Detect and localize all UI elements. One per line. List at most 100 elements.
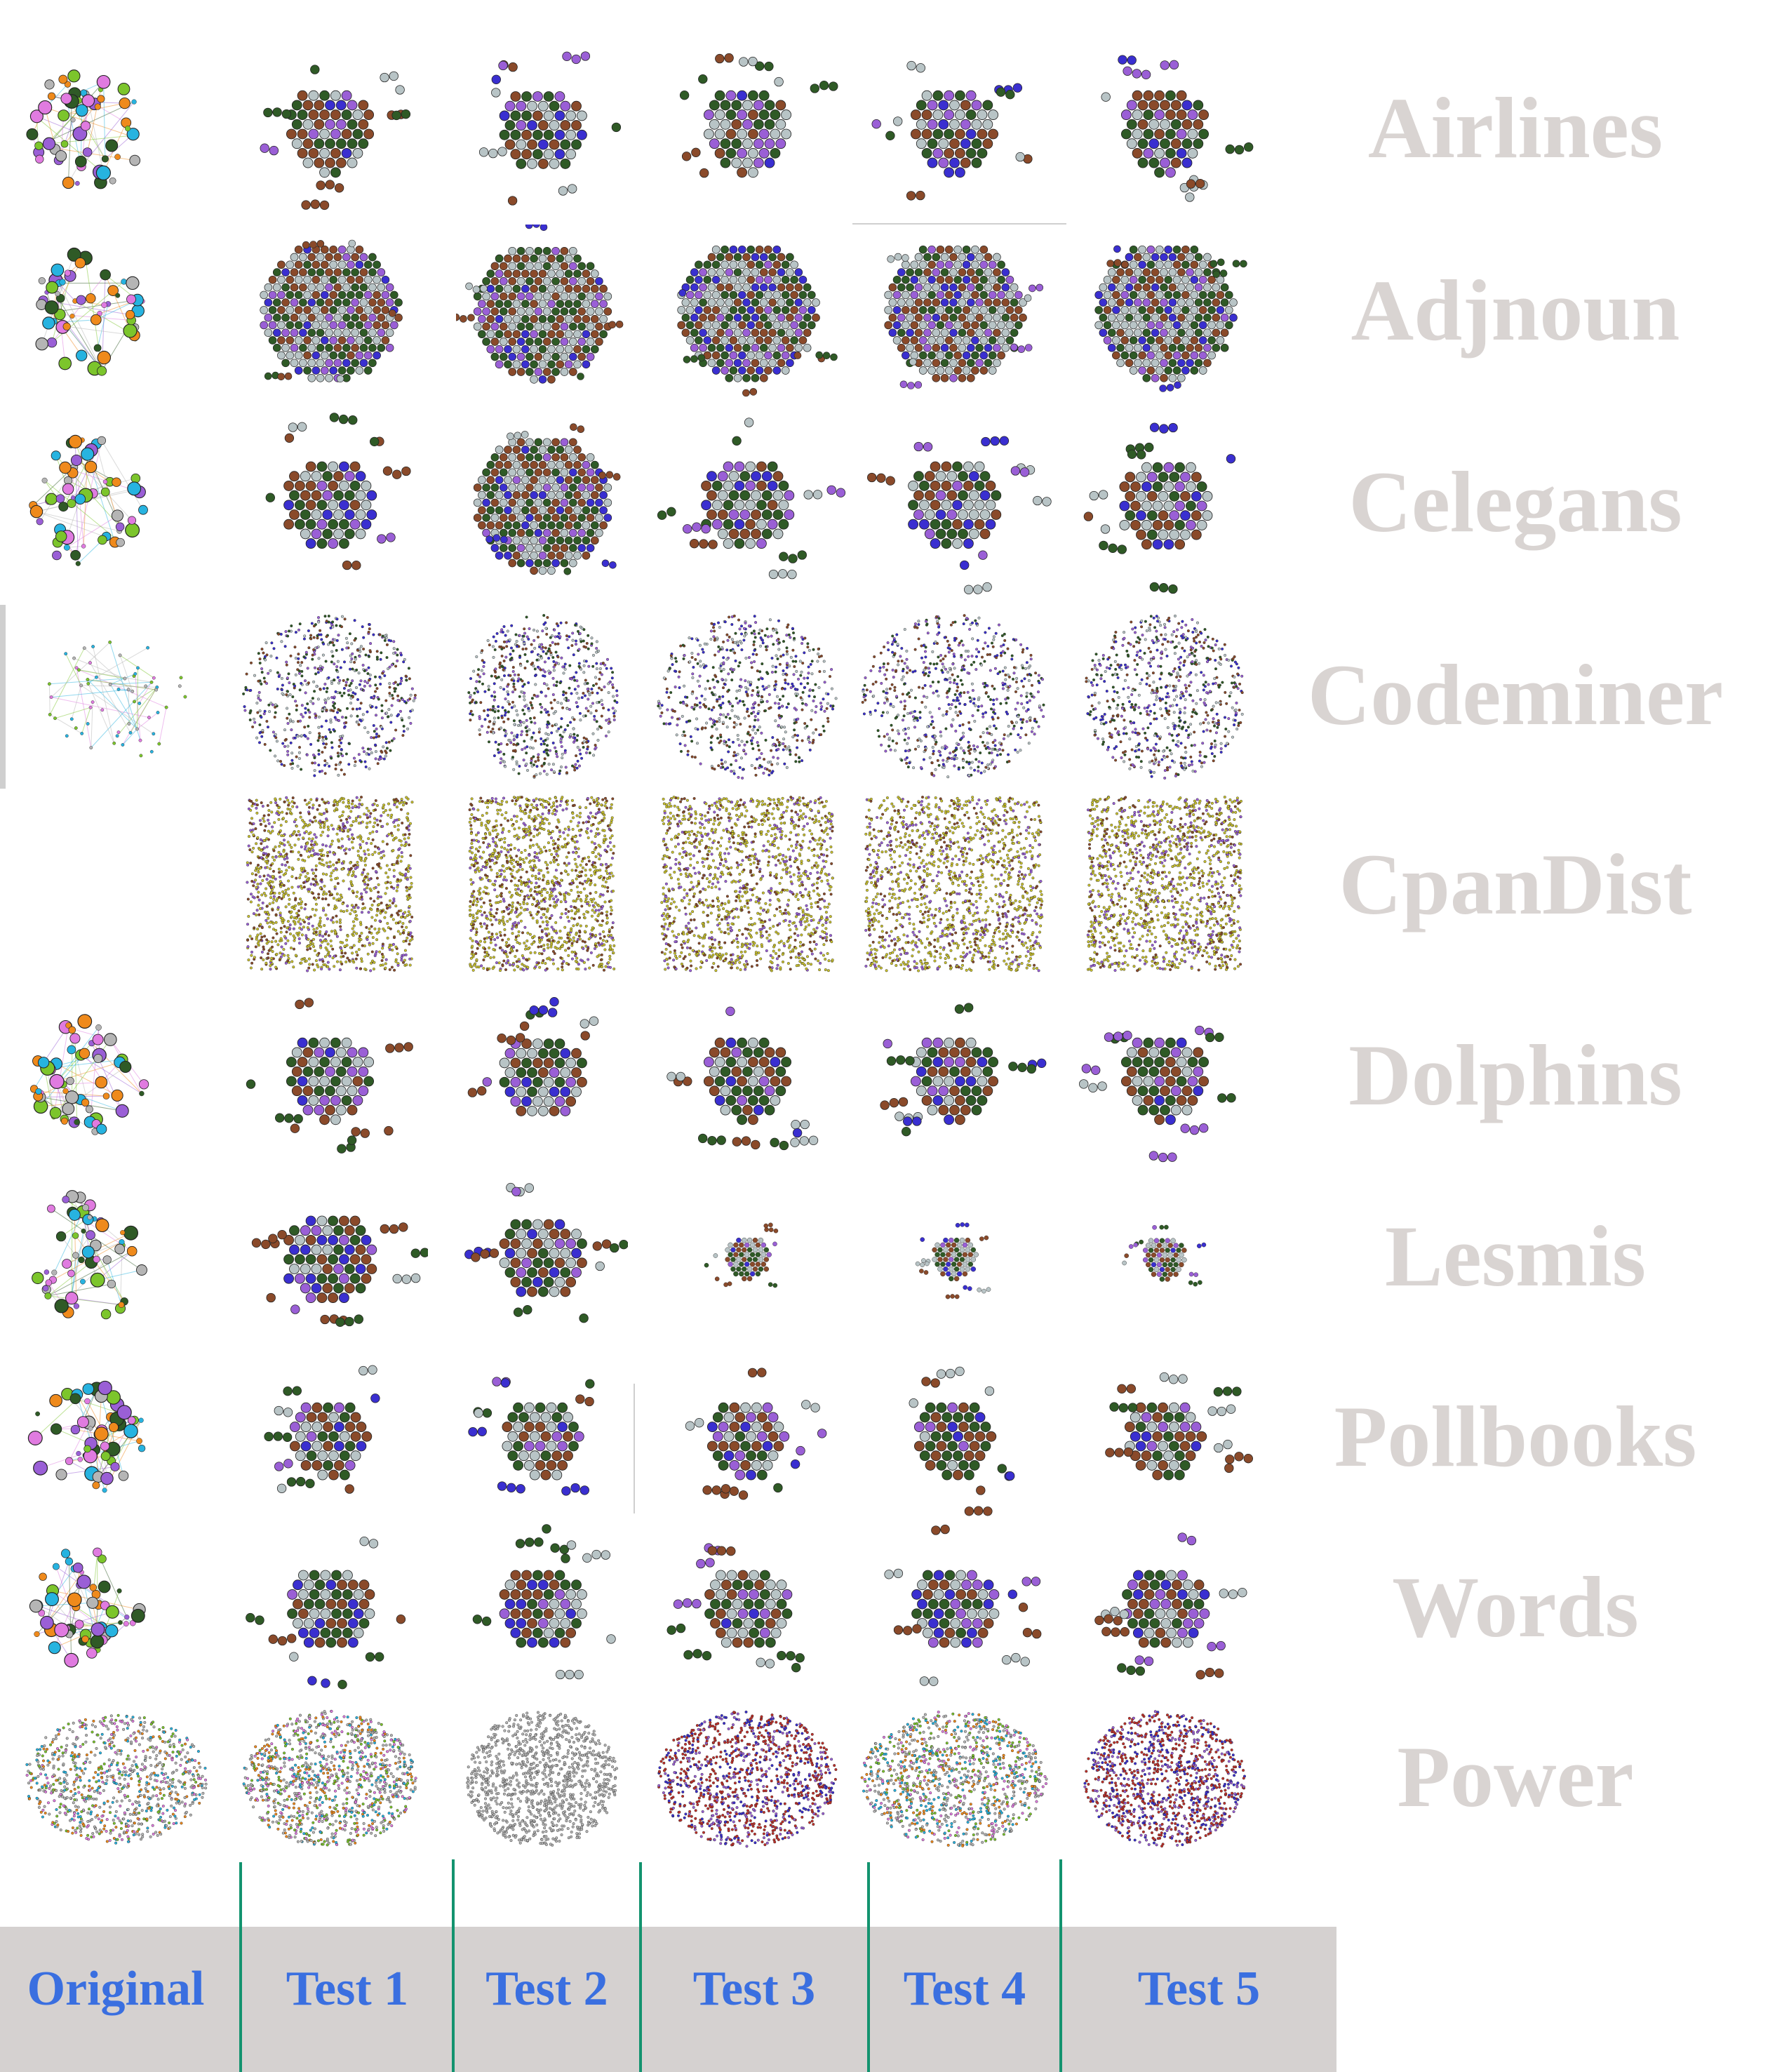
- graph-node: [469, 712, 472, 716]
- graph-node: [764, 351, 772, 360]
- graph-node: [597, 686, 601, 690]
- graph-node: [818, 670, 822, 674]
- graph-node: [1155, 290, 1164, 300]
- graph-node: [742, 359, 751, 368]
- graph-node: [577, 453, 587, 462]
- graph-node: [607, 708, 610, 711]
- graph-node: [709, 119, 720, 130]
- layout-codeminer-test-1: [232, 603, 428, 789]
- graph-node: [910, 260, 919, 269]
- graph-node: [486, 345, 495, 354]
- graph-node: [374, 757, 377, 761]
- graph-node: [1168, 283, 1177, 292]
- graph-node: [1132, 90, 1143, 101]
- graph-node: [532, 91, 543, 102]
- satellite-node: [316, 240, 325, 248]
- graph-node: [974, 461, 985, 472]
- graph-node: [355, 321, 364, 330]
- graph-node: [347, 100, 358, 111]
- graph-node: [482, 528, 490, 537]
- graph-node: [286, 753, 290, 756]
- graph-node: [790, 275, 798, 284]
- satellite-node: [982, 582, 992, 592]
- graph-node: [709, 638, 713, 641]
- graph-node: [290, 751, 294, 755]
- graph-node: [751, 707, 754, 710]
- graph-node: [793, 733, 797, 737]
- graph-node: [733, 298, 742, 307]
- graph-node: [888, 328, 897, 337]
- graph-node: [599, 521, 608, 530]
- graph-node: [494, 740, 497, 744]
- graph-node: [492, 655, 495, 659]
- graph-node: [810, 672, 814, 676]
- graph-node: [721, 366, 729, 375]
- graph-node: [906, 283, 914, 292]
- graph-node: [908, 761, 911, 765]
- satellite-node: [793, 352, 802, 359]
- graph-node: [494, 639, 497, 643]
- graph-node: [534, 514, 543, 522]
- graph-node: [314, 623, 317, 627]
- graph-node: [768, 268, 777, 276]
- graph-node: [1177, 283, 1186, 292]
- graph-node: [586, 307, 595, 316]
- graph-node: [1194, 313, 1203, 322]
- graph-node: [293, 646, 297, 649]
- graph-node: [826, 716, 830, 720]
- graph-node: [316, 538, 328, 549]
- graph-node: [746, 306, 756, 314]
- graph-node: [369, 642, 373, 646]
- graph-node: [1207, 306, 1216, 314]
- graph-node: [730, 638, 734, 641]
- graph-node: [683, 684, 686, 688]
- graph-node: [974, 480, 985, 491]
- graph-node: [525, 762, 528, 766]
- graph-node: [754, 621, 758, 624]
- graph-node: [891, 728, 894, 732]
- graph-node: [737, 744, 741, 747]
- graph-node: [710, 622, 713, 625]
- layout-adjnoun-original: [14, 225, 217, 400]
- graph-node: [355, 668, 359, 671]
- graph-node: [803, 313, 812, 322]
- satellite-node: [467, 314, 475, 322]
- graph-node: [908, 500, 919, 511]
- satellite-node: [1127, 55, 1137, 65]
- graph-node: [1125, 472, 1136, 483]
- graph-node: [525, 733, 529, 737]
- graph-node: [923, 298, 932, 307]
- graph-node: [883, 701, 886, 704]
- satellite-node: [460, 315, 467, 323]
- graph-node: [1000, 634, 1004, 638]
- graph-node: [406, 727, 410, 730]
- graph-node: [530, 284, 538, 293]
- graph-node: [781, 306, 790, 314]
- graph-edge: [87, 679, 156, 690]
- graph-node: [244, 686, 248, 689]
- graph-node: [1172, 321, 1181, 330]
- graph-node: [729, 648, 732, 652]
- graph-node: [1169, 529, 1180, 540]
- graph-node: [322, 528, 333, 540]
- graph-node: [351, 679, 354, 683]
- graph-node: [540, 711, 543, 714]
- graph-node: [313, 774, 316, 777]
- graph-node: [897, 714, 900, 717]
- graph-node: [1220, 298, 1229, 307]
- graph-node: [788, 664, 791, 668]
- graph-node: [86, 678, 90, 681]
- graph-node: [341, 109, 352, 121]
- graph-node: [330, 623, 334, 627]
- graph-node: [786, 298, 794, 307]
- graph-node: [959, 679, 963, 682]
- graph-node: [865, 688, 869, 692]
- graph-node: [716, 283, 725, 292]
- graph-node: [331, 625, 335, 629]
- graph-node: [1165, 128, 1176, 140]
- graph-node: [995, 697, 998, 701]
- graph-node: [587, 697, 590, 701]
- graph-node: [289, 509, 300, 520]
- graph-node: [688, 719, 692, 723]
- graph-node: [320, 638, 323, 641]
